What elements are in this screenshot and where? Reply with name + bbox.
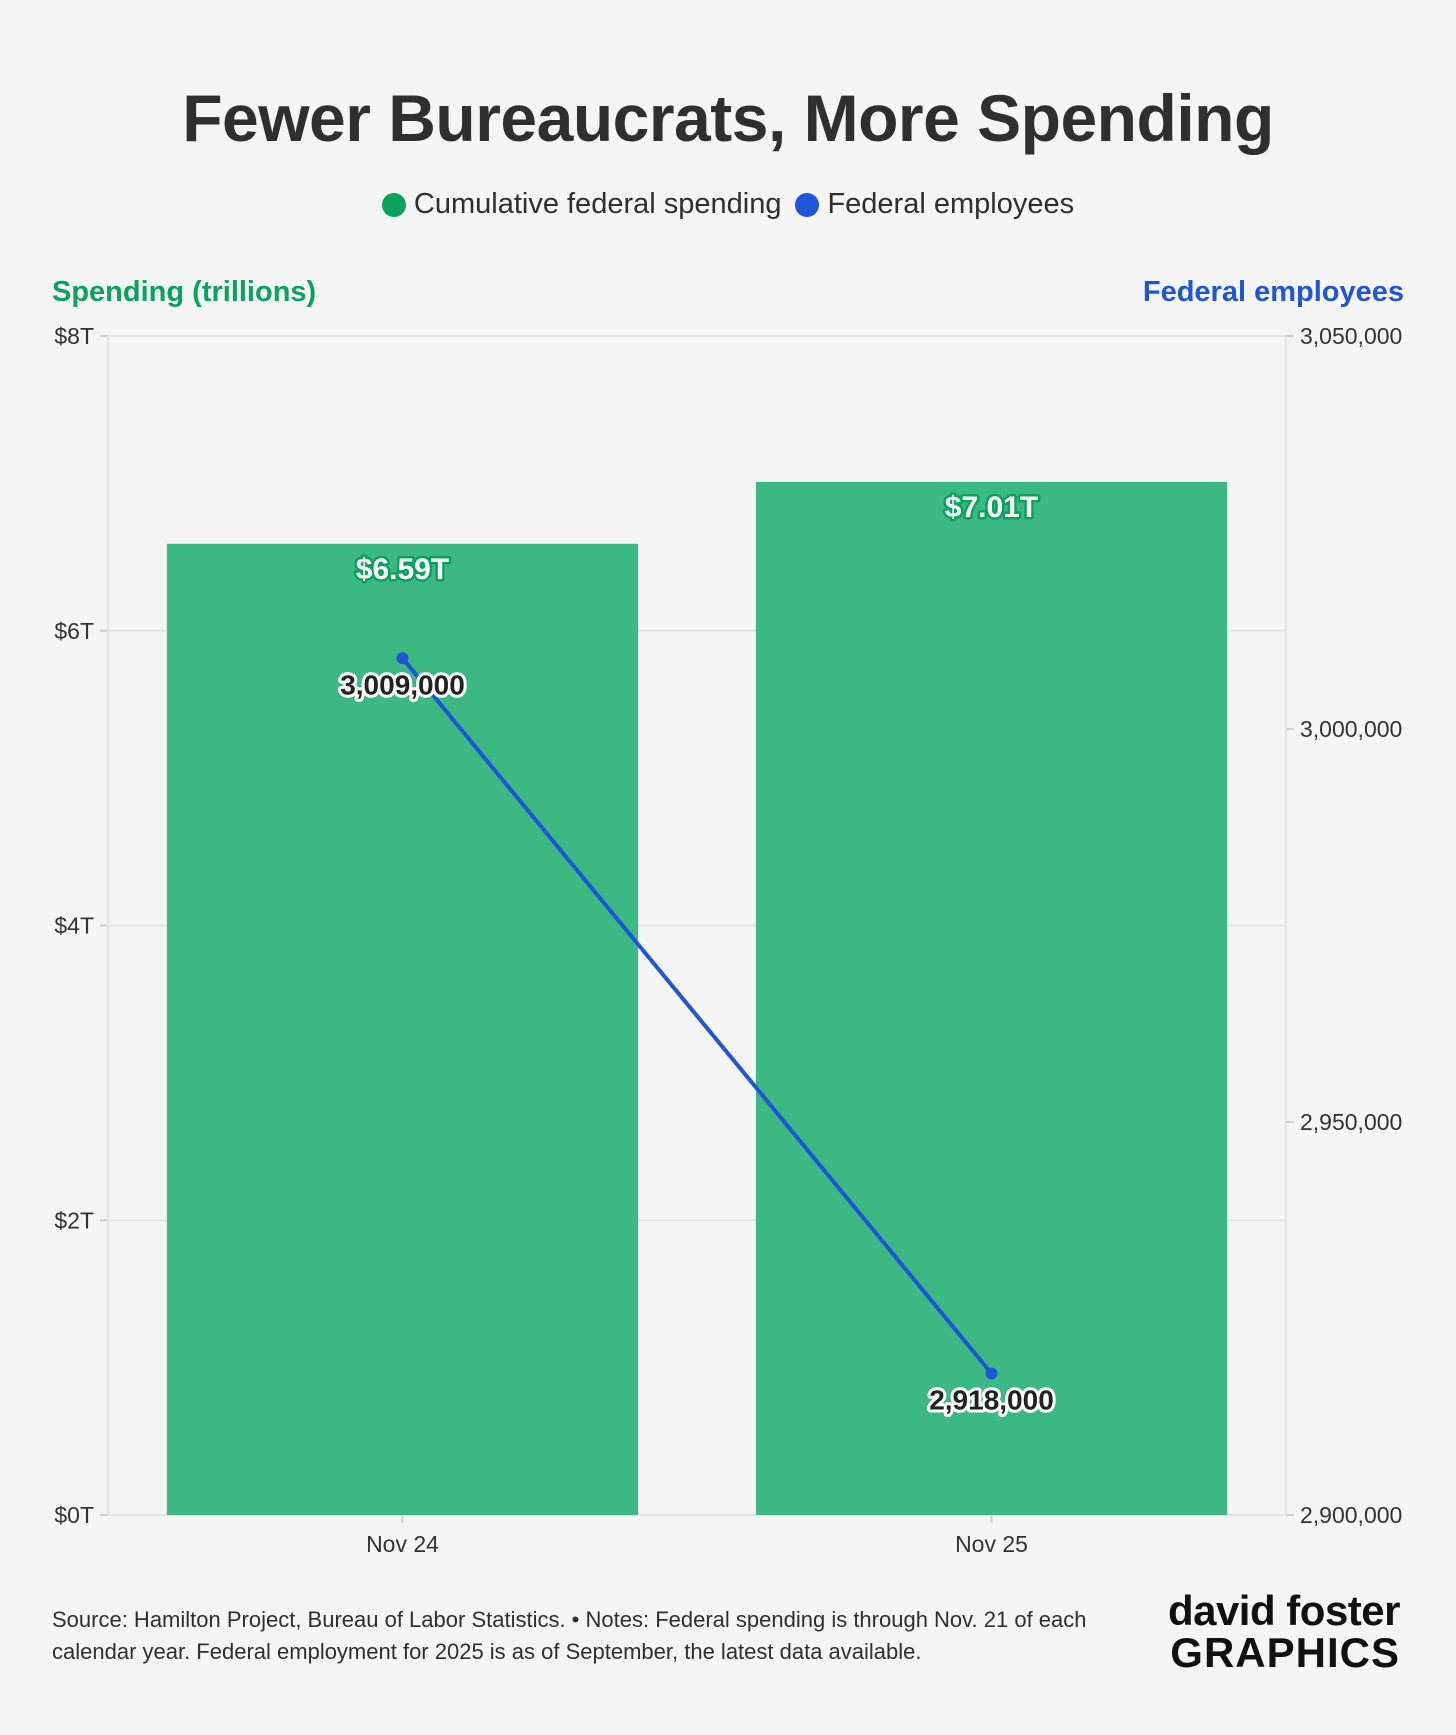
left-axis-tick-label: $4T <box>54 913 94 939</box>
bar <box>166 543 639 1515</box>
right-axis-tick-label: 3,000,000 <box>1300 716 1402 742</box>
right-axis-tick-label: 2,950,000 <box>1300 1109 1402 1135</box>
brand-logo: david foster GRAPHICS <box>1167 1587 1401 1676</box>
right-axis-tick-label: 2,900,000 <box>1300 1502 1402 1528</box>
legend-item-employees: Federal employees <box>795 188 1074 221</box>
legend-dot-spending-icon <box>381 192 406 217</box>
x-axis-tick-label: Nov 25 <box>955 1531 1028 1557</box>
legend-item-spending: Cumulative federal spending <box>381 188 782 221</box>
employees-data-label: 3,009,000 <box>340 669 465 700</box>
employees-point <box>985 1367 998 1380</box>
bar-data-label: $7.01T <box>945 491 1038 524</box>
legend-label-employees: Federal employees <box>827 188 1075 220</box>
chart-title: Fewer Bureaucrats, More Spending <box>182 81 1274 155</box>
employees-data-label: 2,918,000 <box>929 1385 1054 1416</box>
left-axis-tick-label: $0T <box>54 1502 94 1528</box>
employees-point <box>396 652 409 665</box>
left-axis-tick-label: $2T <box>54 1207 94 1233</box>
left-axis-title: Spending (trillions) <box>52 276 317 308</box>
right-axis-title: Federal employees <box>1142 276 1404 308</box>
chart-plot: $0T $2T $4T $6T $8T 2,900,000 2,950,000 3,000,0… <box>54 323 1402 1557</box>
left-axis-tick-label: $8T <box>54 323 94 349</box>
right-axis-tick-label: 3,050,000 <box>1300 323 1402 349</box>
legend-dot-employees-icon <box>795 192 820 217</box>
left-axis-tick-label: $6T <box>54 618 94 644</box>
brand-logo-bottom: GRAPHICS <box>1170 1629 1400 1676</box>
x-axis-tick-label: Nov 24 <box>366 1531 439 1557</box>
employees-line <box>400 656 994 1375</box>
source-note: Source: Hamilton Project, Bureau of Labo… <box>52 1607 1087 1664</box>
bar <box>755 481 1228 1515</box>
legend: Cumulative federal spending Federal empl… <box>0 188 1456 221</box>
brand-logo-top: david foster <box>1167 1587 1401 1634</box>
bar-data-label: $6.59T <box>356 553 449 586</box>
legend-label-spending: Cumulative federal spending <box>413 188 782 220</box>
